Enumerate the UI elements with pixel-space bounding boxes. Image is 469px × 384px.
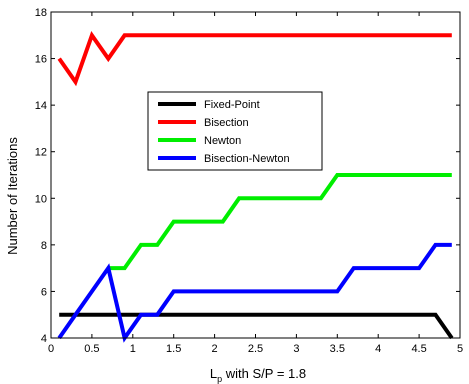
series-line-3 — [57, 242, 452, 343]
y-tick-label: 18 — [35, 7, 47, 19]
series-line-0 — [59, 312, 454, 340]
plot-area — [57, 30, 454, 343]
y-tick-label: 16 — [35, 54, 47, 66]
y-tick-label: 12 — [35, 147, 47, 159]
x-tick-label: 3 — [293, 343, 299, 355]
series-line-1 — [57, 30, 452, 87]
series-line-2 — [108, 173, 452, 271]
legend-label-2: Newton — [204, 135, 241, 147]
y-tick-label: 6 — [41, 286, 47, 298]
y-tick-label: 4 — [41, 333, 47, 345]
y-tick-label: 14 — [35, 100, 47, 112]
legend: Fixed-Point Bisection Newton Bisection-Newt… — [147, 91, 323, 171]
x-axis-label-rest: with S/P = 1.8 — [222, 366, 306, 381]
x-tick-label: 4 — [375, 343, 381, 355]
x-tick-label: 1.5 — [166, 343, 181, 355]
y-tick-label: 10 — [35, 193, 47, 205]
x-tick-label: 2 — [212, 343, 218, 355]
legend-label-0: Fixed-Point — [204, 99, 260, 111]
y-axis-label: Number of Iterations — [5, 137, 20, 255]
axes: 0 0.5 1 1.5 2 2.5 3 3.5 4 4.5 5 4 6 8 10 12 14 16 18 — [35, 7, 463, 355]
x-tick-label: 5 — [457, 343, 463, 355]
legend-label-3: Bisection-Newton — [204, 153, 290, 165]
y-tick-label: 8 — [41, 240, 47, 252]
x-tick-label: 4.5 — [411, 343, 426, 355]
x-axis-label: Lp with S/P = 1.8 — [210, 366, 306, 384]
legend-label-1: Bisection — [204, 117, 249, 129]
x-tick-label: 1 — [130, 343, 136, 355]
x-axis-label-main: L — [210, 366, 217, 381]
x-tick-label: 2.5 — [248, 343, 263, 355]
x-axis-label-subscript: p — [217, 374, 222, 384]
x-tick-label: 3.5 — [330, 343, 345, 355]
x-tick-label: 0 — [48, 343, 54, 355]
x-tick-label: 0.5 — [84, 343, 99, 355]
